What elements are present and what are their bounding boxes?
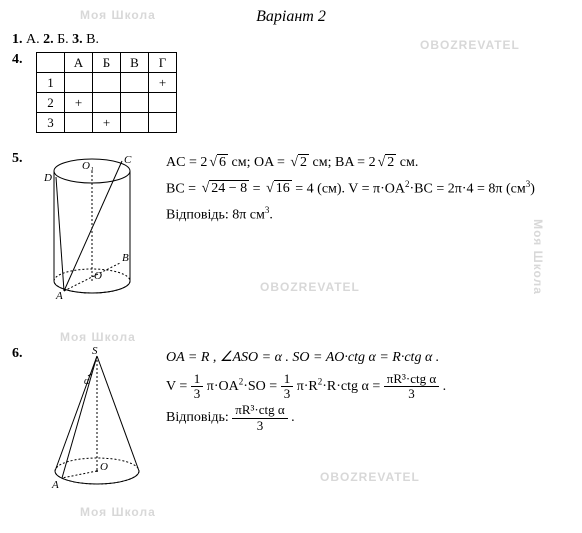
label-alpha: α	[84, 376, 90, 387]
label-B: B	[122, 252, 129, 264]
cylinder-figure: O₁ C D B O A	[42, 151, 152, 306]
q6-number: 6.	[12, 346, 28, 362]
short-answers: 1. А. 2. Б. 3. В.	[12, 32, 570, 48]
table-row: 1 +	[37, 73, 177, 93]
answer-table-row: 4. А Б В Г 1 + 2 + 3 +	[12, 52, 570, 133]
label-C: C	[124, 154, 132, 166]
table-row: 3 +	[37, 113, 177, 133]
label-A: A	[51, 479, 59, 491]
label-D: D	[43, 172, 52, 184]
label-A: A	[55, 290, 63, 301]
watermark: Моя Школа	[80, 505, 156, 519]
problem-6: 6. S α O A OA = R , ∠ASO = α . SO = AO·c…	[12, 346, 570, 501]
table-header-row: А Б В Г	[37, 53, 177, 73]
q4-number: 4.	[12, 52, 28, 68]
label-O: O	[100, 461, 108, 473]
problem-5: 5. O₁ C D B O A AC = 26 см; OA = 2 см; B…	[12, 151, 570, 306]
label-S: S	[92, 346, 98, 357]
label-O: O	[94, 270, 102, 282]
p6-math: OA = R , ∠ASO = α . SO = AO·ctg α = R·ct…	[166, 346, 570, 435]
cone-figure: S α O A	[42, 346, 152, 501]
p5-math: AC = 26 см; OA = 2 см; BA = 22 см. BC = …	[166, 151, 570, 230]
watermark: Моя Школа	[60, 330, 136, 344]
answer-table: А Б В Г 1 + 2 + 3 +	[36, 52, 177, 133]
label-O1: O₁	[82, 160, 94, 172]
q5-number: 5.	[12, 151, 28, 167]
table-row: 2 +	[37, 93, 177, 113]
title: Варіант 2	[12, 8, 570, 26]
